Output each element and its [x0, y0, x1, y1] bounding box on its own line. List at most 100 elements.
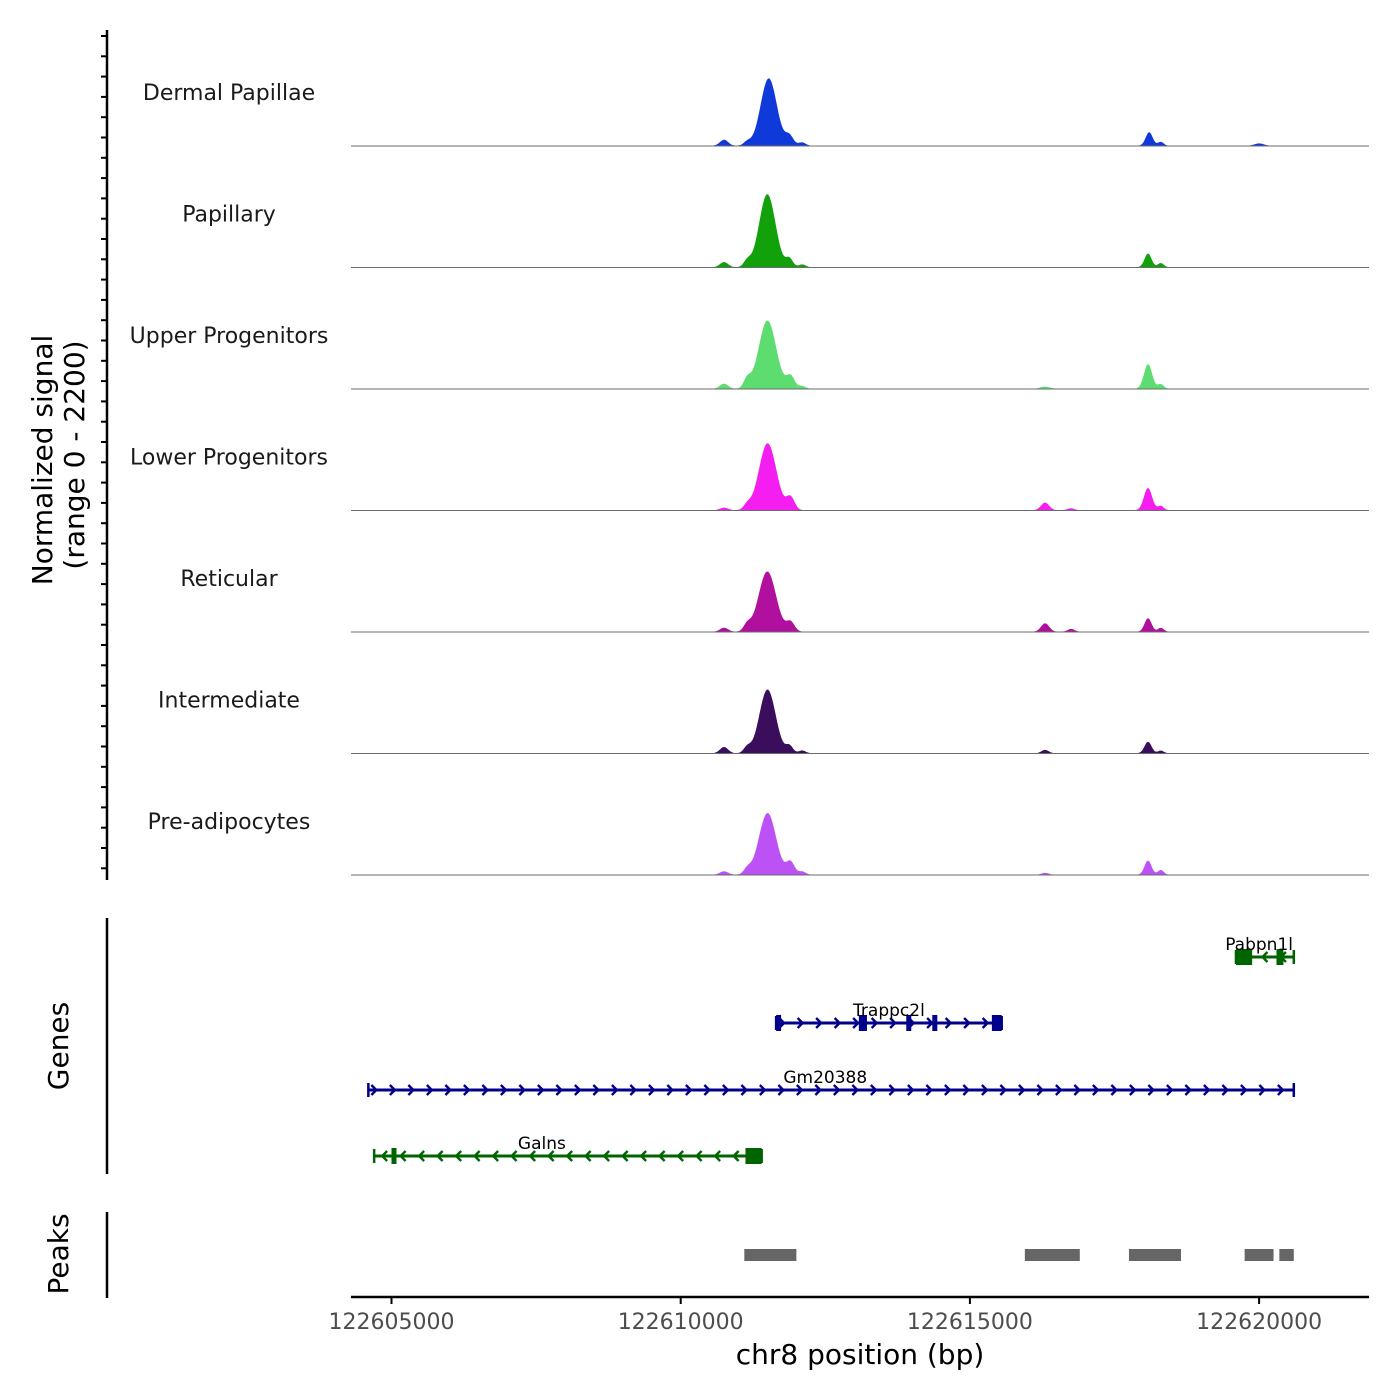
peak-region — [1279, 1249, 1294, 1261]
exon — [776, 1015, 782, 1031]
coverage-y-ticks — [101, 35, 107, 870]
track-dermal-papillae: Dermal Papillae — [143, 78, 1369, 147]
strand-chevron — [870, 1017, 879, 1029]
track-lower-progenitors: Lower Progenitors — [130, 443, 1369, 511]
track-label: Reticular — [180, 567, 278, 592]
strand-chevron — [1184, 1084, 1193, 1096]
strand-chevron — [639, 1150, 647, 1162]
strand-chevron — [444, 1084, 453, 1096]
signal-area — [351, 78, 1369, 146]
exon — [745, 1148, 762, 1164]
strand-chevron — [926, 1017, 934, 1029]
strand-chevron — [713, 1150, 721, 1162]
strand-chevron — [666, 1084, 675, 1096]
track-upper-progenitors: Upper Progenitors — [130, 320, 1369, 390]
gene-label: Galns — [518, 1134, 566, 1154]
gene-label: Trappc2l — [852, 1001, 925, 1021]
strand-chevron — [629, 1084, 638, 1096]
strand-chevron — [583, 1150, 592, 1162]
peaks-panel: Peaks — [42, 1212, 1294, 1298]
strand-chevron — [389, 1084, 397, 1096]
strand-chevron — [851, 1084, 860, 1096]
strand-chevron — [1129, 1084, 1137, 1096]
exon — [1276, 949, 1284, 965]
strand-chevron — [1258, 1084, 1267, 1096]
strand-chevron — [602, 1150, 610, 1162]
x-tick-label: 122610000 — [618, 1310, 744, 1335]
strand-chevron — [380, 1150, 388, 1162]
signal-area — [351, 813, 1369, 875]
exon — [991, 1015, 1002, 1031]
peak-region — [1244, 1249, 1274, 1261]
signal-area — [351, 443, 1369, 511]
genes-axis-title: Genes — [42, 1002, 75, 1090]
peaks-axis-title: Peaks — [42, 1213, 75, 1294]
track-label: Papillary — [182, 203, 276, 228]
strand-chevron — [1147, 1084, 1156, 1096]
strand-chevron — [435, 1150, 444, 1162]
strand-chevron — [555, 1084, 564, 1096]
strand-chevron — [454, 1150, 462, 1162]
exon — [858, 1015, 867, 1031]
strand-chevron — [546, 1150, 555, 1162]
strand-chevron — [814, 1084, 823, 1096]
strand-chevron — [1092, 1084, 1100, 1096]
strand-chevron — [1055, 1084, 1063, 1096]
strand-chevron — [685, 1084, 693, 1096]
strand-chevron — [731, 1150, 740, 1162]
gene-gm20388: Gm20388 — [367, 1068, 1296, 1097]
strand-chevron — [981, 1084, 989, 1096]
strand-chevron — [481, 1084, 490, 1096]
strand-chevron — [1110, 1084, 1119, 1096]
y-axis-title: Normalized signal — [26, 335, 59, 586]
strand-chevron — [944, 1084, 952, 1096]
strand-chevron — [925, 1084, 934, 1096]
strand-chevron — [370, 1084, 379, 1096]
strand-chevron — [907, 1084, 915, 1096]
strand-chevron — [574, 1084, 582, 1096]
strand-chevron — [962, 1084, 971, 1096]
track-label: Dermal Papillae — [143, 81, 315, 106]
signal-area — [351, 571, 1369, 632]
strand-chevron — [518, 1084, 527, 1096]
gene-label: Gm20388 — [783, 1068, 867, 1088]
exon — [906, 1015, 912, 1031]
strand-chevron — [1203, 1084, 1211, 1096]
strand-chevron — [398, 1150, 407, 1162]
track-label: Intermediate — [158, 689, 300, 714]
strand-chevron — [620, 1150, 629, 1162]
track-label: Upper Progenitors — [130, 324, 329, 349]
strand-chevron — [407, 1084, 416, 1096]
signal-area — [351, 689, 1369, 754]
strand-chevron — [676, 1150, 684, 1162]
strand-chevron — [694, 1150, 703, 1162]
strand-chevron — [537, 1084, 545, 1096]
strand-chevron — [565, 1150, 573, 1162]
strand-chevron — [491, 1150, 499, 1162]
strand-chevron — [1036, 1084, 1045, 1096]
strand-chevron — [1073, 1084, 1082, 1096]
strand-chevron — [815, 1017, 823, 1029]
exon — [932, 1015, 938, 1031]
strand-chevron — [1221, 1084, 1230, 1096]
strand-chevron — [777, 1084, 786, 1096]
strand-chevron — [611, 1084, 619, 1096]
gene-galns: Galns — [372, 1134, 763, 1164]
strand-chevron — [981, 1017, 990, 1029]
strand-chevron — [703, 1084, 712, 1096]
gene-trappc2l: Trappc2l — [774, 1001, 1003, 1031]
gene-models: Pabpn1l Trappc2l Gm20388 Galns — [367, 935, 1296, 1164]
peak-region — [1128, 1249, 1182, 1261]
strand-chevron — [500, 1084, 508, 1096]
strand-chevron — [509, 1150, 518, 1162]
strand-chevron — [999, 1084, 1008, 1096]
strand-chevron — [1166, 1084, 1174, 1096]
strand-chevron — [852, 1017, 860, 1029]
x-tick-label: 122615000 — [907, 1310, 1033, 1335]
track-intermediate: Intermediate — [158, 689, 1369, 754]
x-axis: 122605000 122610000 122615000 122620000 chr… — [328, 1295, 1369, 1371]
exon — [391, 1148, 397, 1164]
strand-chevron — [944, 1017, 953, 1029]
strand-chevron — [463, 1084, 471, 1096]
